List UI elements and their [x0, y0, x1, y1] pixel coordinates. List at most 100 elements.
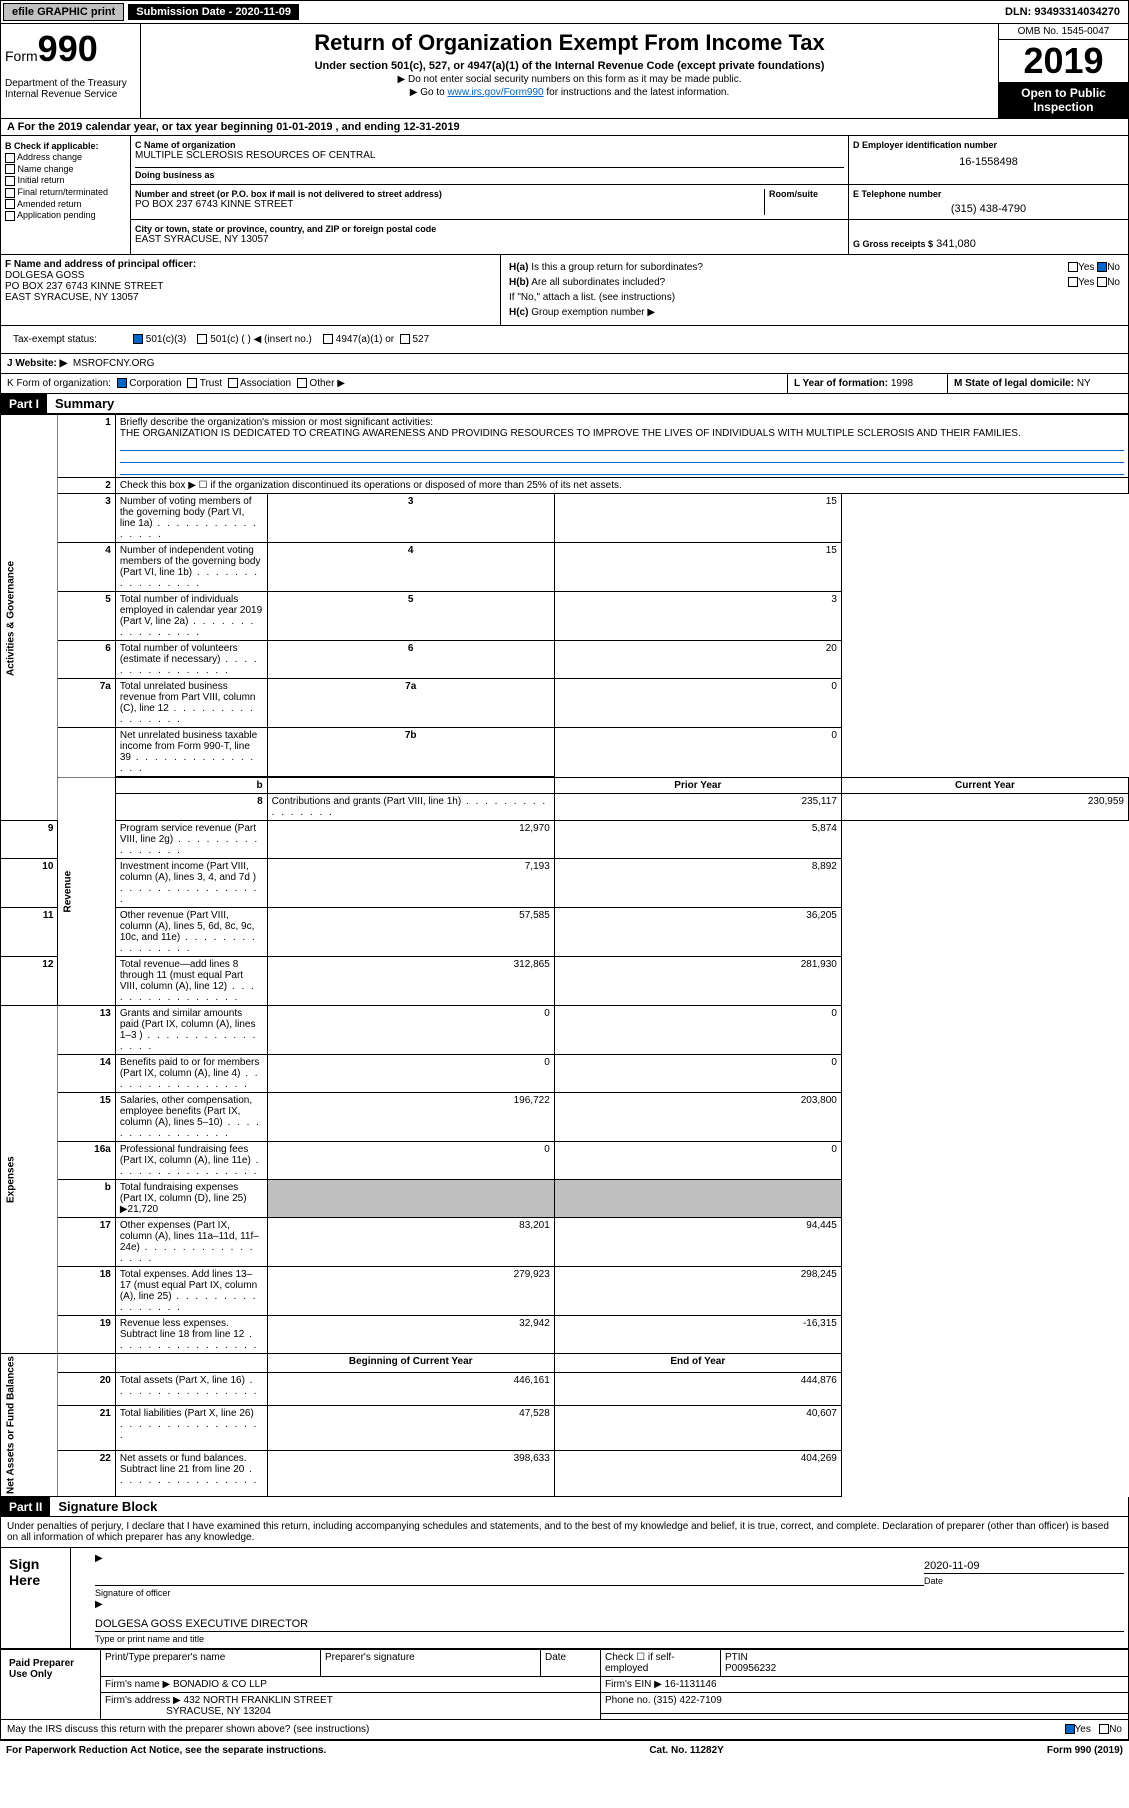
no-label: No [1107, 277, 1120, 288]
cur-val: 40,607 [554, 1405, 841, 1451]
efile-btn[interactable]: efile GRAPHIC print [3, 3, 124, 21]
sig-date-val: 2020-11-09 [924, 1560, 979, 1573]
tax-exempt-opts[interactable]: 501(c)(3) 501(c) ( ) ◀ (insert no.) 4947… [127, 330, 435, 349]
k-corp: Corporation [129, 378, 181, 389]
firm-addr1: 432 NORTH FRANKLIN STREET [184, 1695, 333, 1706]
part1-title: Summary [47, 394, 1128, 413]
mission-cell: Briefly describe the organization's miss… [115, 415, 1128, 478]
chk-amended[interactable]: Amended return [5, 199, 126, 210]
l-val: 1998 [891, 378, 913, 389]
row-label: Total expenses. Add lines 13–17 (must eq… [115, 1267, 267, 1316]
cur-val: 5,874 [554, 821, 841, 859]
chk-label: Initial return [18, 175, 65, 185]
m-val: NY [1077, 378, 1091, 389]
chk-address[interactable]: Address change [5, 152, 126, 163]
discuss-row: May the IRS discuss this return with the… [0, 1720, 1129, 1740]
footer: For Paperwork Reduction Act Notice, see … [0, 1740, 1129, 1760]
section-fh: F Name and address of principal officer:… [0, 255, 1129, 326]
b-label: B Check if applicable: [5, 141, 126, 151]
row-label: Other expenses (Part IX, column (A), lin… [115, 1218, 267, 1267]
sign-here-label: Sign Here [1, 1548, 71, 1648]
row-label: Number of independent voting members of … [115, 543, 267, 592]
addr-label: Number and street (or P.O. box if mail i… [135, 189, 764, 199]
row-label: Net unrelated business taxable income fr… [115, 728, 267, 778]
firm-name-label: Firm's name ▶ [105, 1679, 170, 1690]
prior-val: 0 [267, 1055, 554, 1093]
firm-phone-val: (315) 422-7109 [653, 1695, 721, 1706]
footer-right: Form 990 (2019) [1047, 1745, 1123, 1756]
cur-val: 0 [554, 1006, 841, 1055]
row-label: Total unrelated business revenue from Pa… [115, 679, 267, 728]
row-box: 5 [267, 592, 554, 641]
hb-note: If "No," attach a list. (see instruction… [507, 291, 1122, 304]
row-label: Salaries, other compensation, employee b… [115, 1093, 267, 1142]
section-k: K Form of organization: Corporation Trus… [1, 374, 788, 393]
m-label: M State of legal domicile: [954, 378, 1074, 389]
prior-val: 83,201 [267, 1218, 554, 1267]
row-label: Grants and similar amounts paid (Part IX… [115, 1006, 267, 1055]
form-title: Return of Organization Exempt From Incom… [147, 30, 992, 56]
f-label: F Name and address of principal officer: [5, 259, 496, 270]
line-a: A For the 2019 calendar year, or tax yea… [0, 119, 1129, 136]
part1-num: Part I [1, 395, 47, 413]
yes-label: Yes [1078, 277, 1094, 288]
cur-val: 0 [554, 1142, 841, 1180]
prior-val: 0 [267, 1006, 554, 1055]
note-pre: ▶ Go to [410, 87, 448, 98]
hb-yesno[interactable]: Yes No [987, 276, 1122, 289]
row-num: 7a [58, 679, 115, 728]
row-label: Total assets (Part X, line 16) [115, 1373, 267, 1405]
firm-name-val: BONADIO & CO LLP [173, 1679, 267, 1690]
form-number: Form990 [5, 28, 136, 70]
k-other: Other ▶ [309, 378, 344, 389]
footer-mid: Cat. No. 11282Y [649, 1745, 723, 1756]
chk-pending[interactable]: Application pending [5, 210, 126, 221]
chk-final[interactable]: Final return/terminated [5, 187, 126, 198]
section-f: F Name and address of principal officer:… [1, 255, 501, 325]
prior-val: 235,117 [554, 794, 841, 821]
phone-val: (315) 438-4790 [853, 203, 1124, 215]
form-prefix: Form [5, 48, 38, 64]
website-label: J Website: ▶ [7, 358, 67, 369]
city-label: City or town, state or province, country… [135, 224, 844, 234]
chk-label: Final return/terminated [18, 187, 109, 197]
paid-label: Paid Preparer Use Only [1, 1650, 101, 1720]
sign-here-block: Sign Here ▶ Signature of officer 2020-11… [0, 1548, 1129, 1649]
phone-label: E Telephone number [853, 189, 1124, 199]
section-l: L Year of formation: 1998 [788, 374, 948, 393]
cur-val [554, 1180, 841, 1218]
footer-left: For Paperwork Reduction Act Notice, see … [6, 1745, 326, 1756]
row-val: 3 [554, 592, 841, 641]
check-if-label[interactable]: Check ☐ if self-employed [601, 1650, 721, 1677]
cur-val: 0 [554, 1055, 841, 1093]
chk-initial[interactable]: Initial return [5, 175, 126, 186]
row-num: 1 [58, 415, 115, 478]
discuss-yesno[interactable]: Yes No [1065, 1724, 1122, 1735]
row-num: 20 [58, 1373, 115, 1405]
row-num: 2 [58, 478, 115, 494]
row-num: 16a [58, 1142, 115, 1180]
row-num: 10 [1, 859, 58, 908]
chk-name[interactable]: Name change [5, 164, 126, 175]
q2-label: Check this box ▶ ☐ if the organization d… [115, 478, 1128, 494]
ha-yesno[interactable]: Yes No [987, 261, 1122, 274]
discuss-label: May the IRS discuss this return with the… [7, 1724, 369, 1735]
form-subtitle: Under section 501(c), 527, or 4947(a)(1)… [147, 60, 992, 72]
chk-label: Address change [17, 152, 82, 162]
row-label: Program service revenue (Part VIII, line… [115, 821, 267, 859]
k-assoc: Association [240, 378, 291, 389]
prior-val: 446,161 [267, 1373, 554, 1405]
irs-link[interactable]: www.irs.gov/Form990 [447, 87, 543, 98]
part2-header: Part II Signature Block [0, 1497, 1129, 1517]
row-label: Investment income (Part VIII, column (A)… [115, 859, 267, 908]
row-val: 15 [554, 543, 841, 592]
row-label: Benefits paid to or for members (Part IX… [115, 1055, 267, 1093]
org-name: MULTIPLE SCLEROSIS RESOURCES OF CENTRAL [135, 150, 844, 161]
cur-val: 444,876 [554, 1373, 841, 1405]
dba-label: Doing business as [135, 170, 844, 180]
note-ssn: ▶ Do not enter social security numbers o… [147, 74, 992, 85]
row-box: 3 [267, 494, 554, 543]
ein-val: 16-1558498 [853, 156, 1124, 168]
website-val: MSROFCNY.ORG [73, 358, 155, 369]
row-box: 7a [267, 679, 554, 728]
